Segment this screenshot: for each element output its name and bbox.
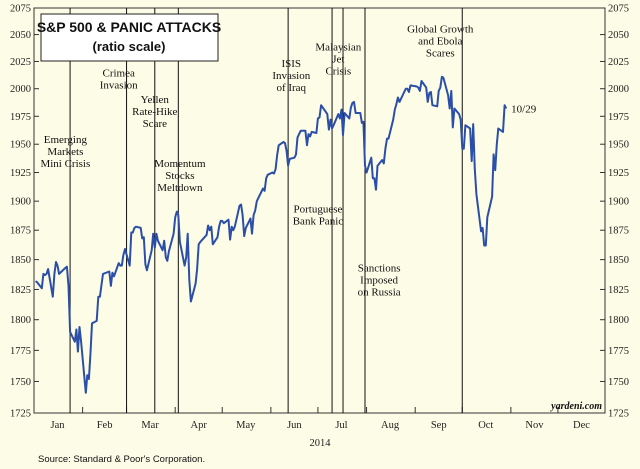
y-tick-label: 1750 [608, 377, 629, 388]
y-tick-label: 2000 [608, 84, 629, 95]
event-label-line: Invasion [272, 70, 310, 82]
event-label: Crimea Invasion [100, 68, 138, 92]
y-tick-label: 1825 [608, 285, 629, 296]
y-tick-label: 1950 [10, 140, 31, 151]
y-tick-label: 2025 [10, 57, 31, 68]
event-label-line: Markets [47, 146, 83, 158]
y-tick-label: 1925 [608, 168, 629, 179]
x-tick-label: Jan [51, 420, 66, 431]
event-label-line: Crisis [325, 66, 351, 78]
x-tick-label: Feb [97, 420, 113, 431]
event-label-line: Invasion [100, 80, 138, 92]
y-tick-label: 1800 [10, 315, 31, 326]
y-tick-label: 1725 [608, 409, 629, 420]
event-label: Portuguese Bank Panic [293, 204, 344, 228]
y-tick-label: 1875 [608, 226, 629, 237]
event-label: Sanctions Imposed on Russia [358, 263, 401, 299]
y-tick-label: 2075 [10, 4, 31, 15]
event-label-line: Momentum [154, 158, 206, 170]
event-label-line: Malaysian [315, 42, 361, 54]
x-tick-label: May [236, 420, 256, 431]
event-label-line: on Russia [358, 287, 401, 299]
watermark: yardeni.com [550, 401, 602, 412]
event-label: Emerging Markets Mini Crisis [40, 134, 90, 170]
y-tick-label: 1900 [608, 197, 629, 208]
y-tick-label: 1850 [608, 255, 629, 266]
event-label-line: Bank Panic [293, 216, 344, 228]
y-tick-label: 1825 [10, 285, 31, 296]
y-tick-label: 1975 [608, 112, 629, 123]
y-tick-label: 1900 [10, 197, 31, 208]
y-tick-label: 1725 [10, 409, 31, 420]
y-tick-label: 2075 [608, 4, 629, 15]
event-label-line: Sanctions [358, 263, 401, 275]
event-label-line: of Iraq [276, 82, 306, 94]
event-label-line: Emerging [44, 134, 88, 146]
y-tick-label: 1950 [608, 140, 629, 151]
event-label-line: Scare [143, 118, 168, 130]
y-tick-label: 1800 [608, 315, 629, 326]
y-tick-label: 2025 [608, 57, 629, 68]
end-label: 10/29 [511, 104, 537, 116]
x-axis-label: 2014 [310, 438, 332, 449]
event-label-line: and Ebola [418, 35, 462, 47]
event-label-line: Global Growth [407, 23, 474, 35]
y-tick-label: 1850 [10, 255, 31, 266]
x-tick-label: Sep [431, 420, 447, 431]
x-tick-label: Aug [381, 420, 400, 431]
x-tick-label: Dec [573, 420, 590, 431]
source-note: Source: Standard & Poor's Corporation. [38, 454, 205, 465]
event-label-line: Rate-Hike [132, 106, 177, 118]
chart-subtitle: (ratio scale) [93, 39, 166, 54]
event-label-line: Yellen [141, 94, 170, 106]
event-label-line: Crimea [103, 68, 135, 80]
event-label-line: Jet [332, 54, 344, 66]
y-tick-label: 1875 [10, 226, 31, 237]
y-tick-label: 2050 [10, 30, 31, 41]
title-box: S&P 500 & PANIC ATTACKS (ratio scale) [37, 14, 221, 61]
x-tick-label: Apr [191, 420, 208, 431]
y-tick-label: 1775 [608, 346, 629, 357]
y-tick-label: 1925 [10, 168, 31, 179]
event-label-line: Imposed [360, 275, 398, 287]
event-label-line: Mini Crisis [40, 158, 90, 170]
event-label-line: ISIS [281, 58, 301, 70]
event-label-line: Portuguese [293, 204, 342, 216]
y-tick-label: 1750 [10, 377, 31, 388]
x-tick-label: Jun [287, 420, 302, 431]
x-tick-label: Nov [525, 420, 544, 431]
y-tick-label: 2050 [608, 30, 629, 41]
y-tick-label: 1975 [10, 112, 31, 123]
x-tick-label: Jul [335, 420, 347, 431]
y-tick-label: 1775 [10, 346, 31, 357]
x-tick-label: Mar [141, 420, 159, 431]
event-label-line: Stocks [165, 170, 194, 182]
chart-title: S&P 500 & PANIC ATTACKS [37, 19, 221, 35]
event-label-line: Meltdown [157, 182, 203, 194]
x-tick-label: Oct [478, 420, 493, 431]
y-tick-label: 2000 [10, 84, 31, 95]
event-label-line: Scares [426, 47, 455, 59]
